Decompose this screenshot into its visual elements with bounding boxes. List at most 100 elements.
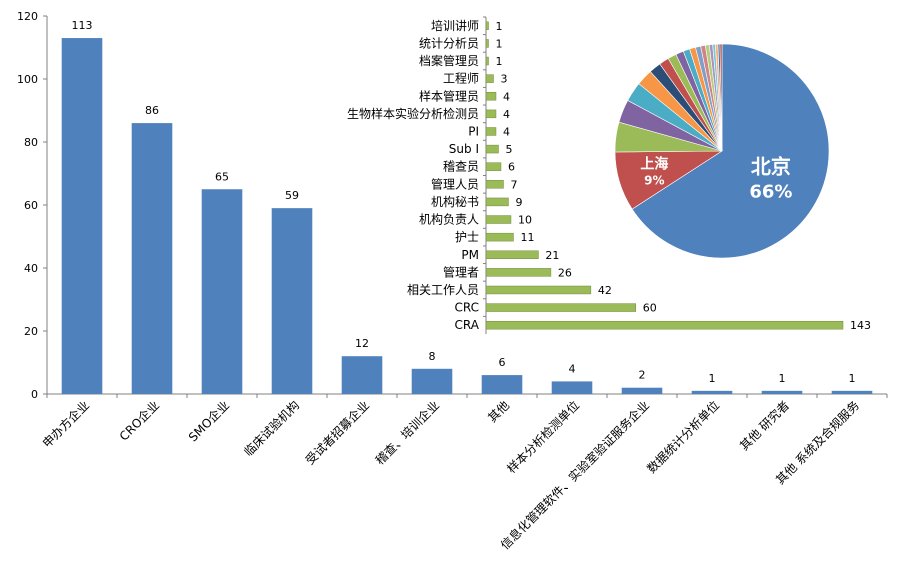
x-category-label: 其他 xyxy=(485,398,512,425)
hbar xyxy=(485,39,489,48)
bar xyxy=(481,375,523,394)
hbar-value-label: 1 xyxy=(495,37,502,50)
hbar-value-label: 4 xyxy=(503,90,510,103)
hbar xyxy=(485,197,509,207)
hbar xyxy=(485,144,499,154)
hbar-category-label: 稽查员 xyxy=(443,159,479,174)
y-tick-label: 80 xyxy=(24,136,38,149)
hbar-value-label: 6 xyxy=(508,161,515,174)
hbar-value-label: 4 xyxy=(503,108,510,121)
bar xyxy=(341,356,383,394)
y-tick-label: 0 xyxy=(31,388,38,401)
bar-value-label: 2 xyxy=(639,369,646,382)
hbar-category-label: 样本管理员 xyxy=(419,88,479,103)
bar-value-label: 86 xyxy=(145,104,159,117)
bar-value-label: 1 xyxy=(849,372,856,385)
hbar-value-label: 60 xyxy=(643,302,657,315)
hbar-category-label: 管理人员 xyxy=(431,176,479,191)
hbar xyxy=(485,56,489,66)
pie-label-percent: 66% xyxy=(749,182,792,203)
hbar xyxy=(485,109,497,119)
bar xyxy=(621,387,663,394)
hbar-category-label: 机构秘书 xyxy=(431,194,479,209)
bar-value-label: 4 xyxy=(569,362,576,375)
bar-value-label: 113 xyxy=(72,19,93,32)
bar xyxy=(691,390,733,394)
hbar-value-label: 1 xyxy=(495,55,502,68)
pie-label-percent: 9% xyxy=(644,173,664,187)
bar xyxy=(271,208,313,394)
hbar-value-label: 10 xyxy=(518,214,532,227)
x-category-label: SMO企业 xyxy=(185,398,232,445)
hbar-value-label: 11 xyxy=(520,231,534,244)
bar-value-label: 65 xyxy=(215,170,229,183)
bar-value-label: 12 xyxy=(355,337,369,350)
y-tick-label: 20 xyxy=(24,325,38,338)
hbar xyxy=(485,180,504,189)
hbar xyxy=(485,285,592,295)
x-category-label: 稽查、培训企业 xyxy=(372,398,442,468)
hbar xyxy=(485,250,539,259)
y-tick-label: 60 xyxy=(24,199,38,212)
bar xyxy=(61,38,103,395)
y-tick-label: 40 xyxy=(24,262,38,275)
hbar-category-label: 培训讲师 xyxy=(431,18,479,33)
x-category-label: 临床试验机构 xyxy=(241,398,303,460)
hbar xyxy=(485,127,497,136)
hbar-category-label: 护士 xyxy=(455,230,479,244)
bar-value-label: 59 xyxy=(285,189,299,202)
x-category-label: CRO企业 xyxy=(116,398,162,444)
hbar-value-label: 5 xyxy=(505,143,512,156)
pie-slice xyxy=(719,43,723,152)
hbar xyxy=(485,268,552,277)
hbar-category-label: 相关工作人员 xyxy=(407,283,479,297)
y-tick-label: 120 xyxy=(17,10,38,23)
x-category-label: 其他 研究者 xyxy=(736,398,792,454)
bar xyxy=(831,390,873,394)
horizontal-bar-chart: 培训讲师 1 统计分析员 1 档案管理员 1 工程师 3 样本管理员 4 生物样本实验分析检测员 4 P… xyxy=(347,16,871,334)
hbar xyxy=(485,21,489,31)
bar-value-label: 1 xyxy=(779,372,786,385)
hbar-category-label: 统计分析员 xyxy=(419,36,479,50)
hbar xyxy=(485,74,494,83)
pie-slice xyxy=(631,43,830,259)
bar xyxy=(131,123,173,394)
bar xyxy=(551,381,593,394)
y-tick-label: 100 xyxy=(17,73,38,86)
x-category-label: 数据统计分析单位 xyxy=(644,398,722,476)
hbar-category-label: 工程师 xyxy=(443,71,479,86)
hbar xyxy=(485,303,637,312)
bar xyxy=(201,189,243,394)
x-category-label: 样本分析检测单位 xyxy=(504,398,582,476)
hbar-value-label: 1 xyxy=(495,20,502,33)
bar-value-label: 8 xyxy=(429,350,436,363)
hbar-value-label: 42 xyxy=(598,284,612,297)
hbar-category-label: Sub I xyxy=(449,142,479,156)
hbar-value-label: 26 xyxy=(558,266,572,279)
pie-chart: 北京 66% 上海9% xyxy=(614,43,830,259)
hbar xyxy=(485,92,497,101)
hbar xyxy=(485,215,512,224)
hbar-category-label: 机构负责人 xyxy=(419,212,479,227)
bar xyxy=(761,390,803,394)
x-category-label: 申办方企业 xyxy=(39,398,92,451)
hbar-category-label: 生物样本实验分析检测员 xyxy=(347,106,479,121)
hbar xyxy=(485,320,844,330)
x-category-label: 信息化管理软件、实验室验证服务企业 xyxy=(497,398,652,553)
pie-label-name: 上海 xyxy=(640,155,668,172)
hbar xyxy=(485,162,502,171)
hbar-category-label: PI xyxy=(468,124,479,138)
hbar-category-label: 档案管理员 xyxy=(419,53,479,68)
hbar-value-label: 9 xyxy=(515,196,522,209)
bar xyxy=(411,368,453,394)
pie-label-name: 北京 xyxy=(751,155,791,179)
hbar-value-label: 7 xyxy=(510,178,517,191)
x-category-label: 受试者招募企业 xyxy=(302,398,372,468)
hbar-category-label: CRA xyxy=(455,318,480,332)
hbar-value-label: 143 xyxy=(850,319,871,332)
hbar-category-label: PM xyxy=(461,248,479,262)
hbar-category-label: CRC xyxy=(455,301,480,315)
hbar-value-label: 21 xyxy=(545,249,559,262)
hbar-category-label: 管理者 xyxy=(443,264,479,279)
